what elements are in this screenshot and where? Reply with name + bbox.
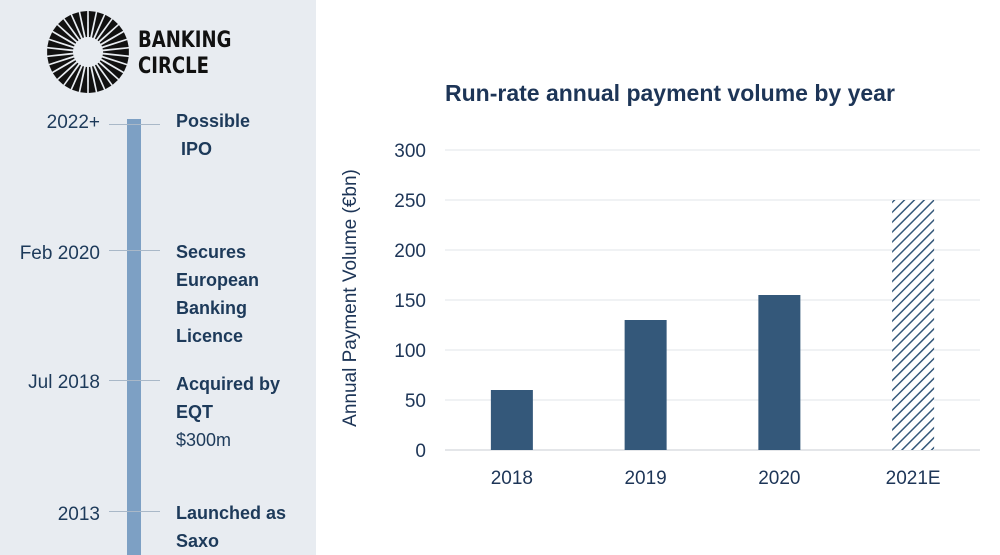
timeline-event-line: Saxo	[176, 531, 220, 551]
logo-ray	[94, 64, 112, 90]
logo-ray	[88, 66, 96, 93]
logo-ray	[80, 11, 88, 38]
logo-ray	[49, 32, 75, 47]
timeline-event-line: EQT	[176, 402, 214, 422]
logo-ray	[101, 32, 127, 47]
timeline-event-line: Banking	[176, 298, 248, 318]
y-tick-label: 150	[394, 291, 426, 312]
logo-ray	[64, 64, 82, 90]
timeline-event-line: $300m	[176, 430, 232, 450]
timeline-tick	[109, 380, 160, 381]
timeline-date: 2022+	[46, 112, 100, 133]
timeline-bar	[127, 119, 141, 555]
logo-ray	[47, 48, 74, 56]
timeline-event-line: IPO	[176, 139, 213, 159]
logo-ray	[97, 19, 118, 42]
bar-2021E	[892, 200, 935, 450]
y-tick-label: 100	[394, 341, 426, 362]
x-tick-label: 2021E	[886, 468, 941, 489]
logo-ray	[102, 54, 129, 64]
logo-ray	[72, 66, 84, 92]
timeline-event-line: European	[176, 270, 260, 290]
logo-ray	[92, 66, 104, 92]
logo-ray	[102, 40, 129, 50]
brand-line-1: BANKING	[138, 28, 232, 53]
logo-ray	[101, 57, 127, 72]
bar-2018	[490, 390, 533, 450]
timeline-tick	[109, 124, 160, 125]
logo-ray	[80, 66, 88, 93]
logo-ray	[92, 12, 104, 38]
timeline-event-line: Possible	[176, 111, 251, 131]
y-tick-label: 50	[405, 391, 426, 412]
logo-ray	[58, 19, 79, 42]
logo-ray	[94, 14, 112, 40]
x-tick-label: 2018	[491, 468, 533, 489]
timeline-date: 2013	[57, 504, 100, 525]
y-tick-label: 300	[394, 141, 426, 162]
timeline-date: Jul 2018	[28, 372, 100, 393]
timeline-event: Launched as Saxo	[176, 499, 311, 555]
timeline-tick	[109, 511, 160, 512]
y-tick-label: 0	[415, 441, 426, 462]
logo-ray	[72, 12, 84, 38]
chart-title: Run-rate annual payment volume by year	[445, 80, 895, 106]
logo-ray	[97, 62, 118, 85]
bar-2020	[758, 295, 801, 450]
logo-ray	[49, 57, 75, 72]
timeline-event-line: Licence	[176, 326, 244, 346]
timeline-event-line: Acquired by	[176, 374, 281, 394]
logo-ray	[64, 14, 82, 40]
timeline-tick	[109, 250, 160, 251]
timeline-event: Possible IPO	[176, 107, 311, 163]
timeline-event: Secures European Banking Licence	[176, 238, 311, 350]
logo-ray	[47, 40, 74, 50]
logo-ray	[99, 60, 124, 79]
brand-name: BANKING CIRCLE	[138, 28, 231, 80]
x-tick-label: 2019	[624, 468, 666, 489]
x-tick-label: 2020	[758, 468, 800, 489]
timeline-event-line: Launched as	[176, 503, 287, 523]
y-axis-label: Annual Payment Volume (€bn)	[340, 169, 361, 427]
logo-ray	[47, 54, 74, 64]
bar-2019	[624, 320, 667, 450]
logo-ray	[52, 25, 77, 44]
timeline-sidebar: BANKING CIRCLE 2022+ Possible IPO Feb 2020…	[0, 0, 316, 555]
bar-chart: 0 50 100 150 200 250 300 2018 2019 2020 2021E Annu…	[340, 141, 980, 489]
logo-ray	[102, 48, 129, 56]
timeline-date: Feb 2020	[19, 243, 100, 264]
logo-ray	[58, 62, 79, 85]
timeline-event-line: Secures	[176, 242, 247, 262]
sunburst-logo-icon	[47, 11, 129, 93]
brand-line-2: CIRCLE	[138, 54, 209, 79]
logo-ray	[52, 60, 77, 79]
logo-ray	[88, 11, 96, 38]
y-tick-label: 200	[394, 241, 426, 262]
logo-ray	[99, 25, 124, 44]
timeline-event: Acquired by EQT $300m	[176, 370, 311, 454]
y-tick-label: 250	[394, 191, 426, 212]
